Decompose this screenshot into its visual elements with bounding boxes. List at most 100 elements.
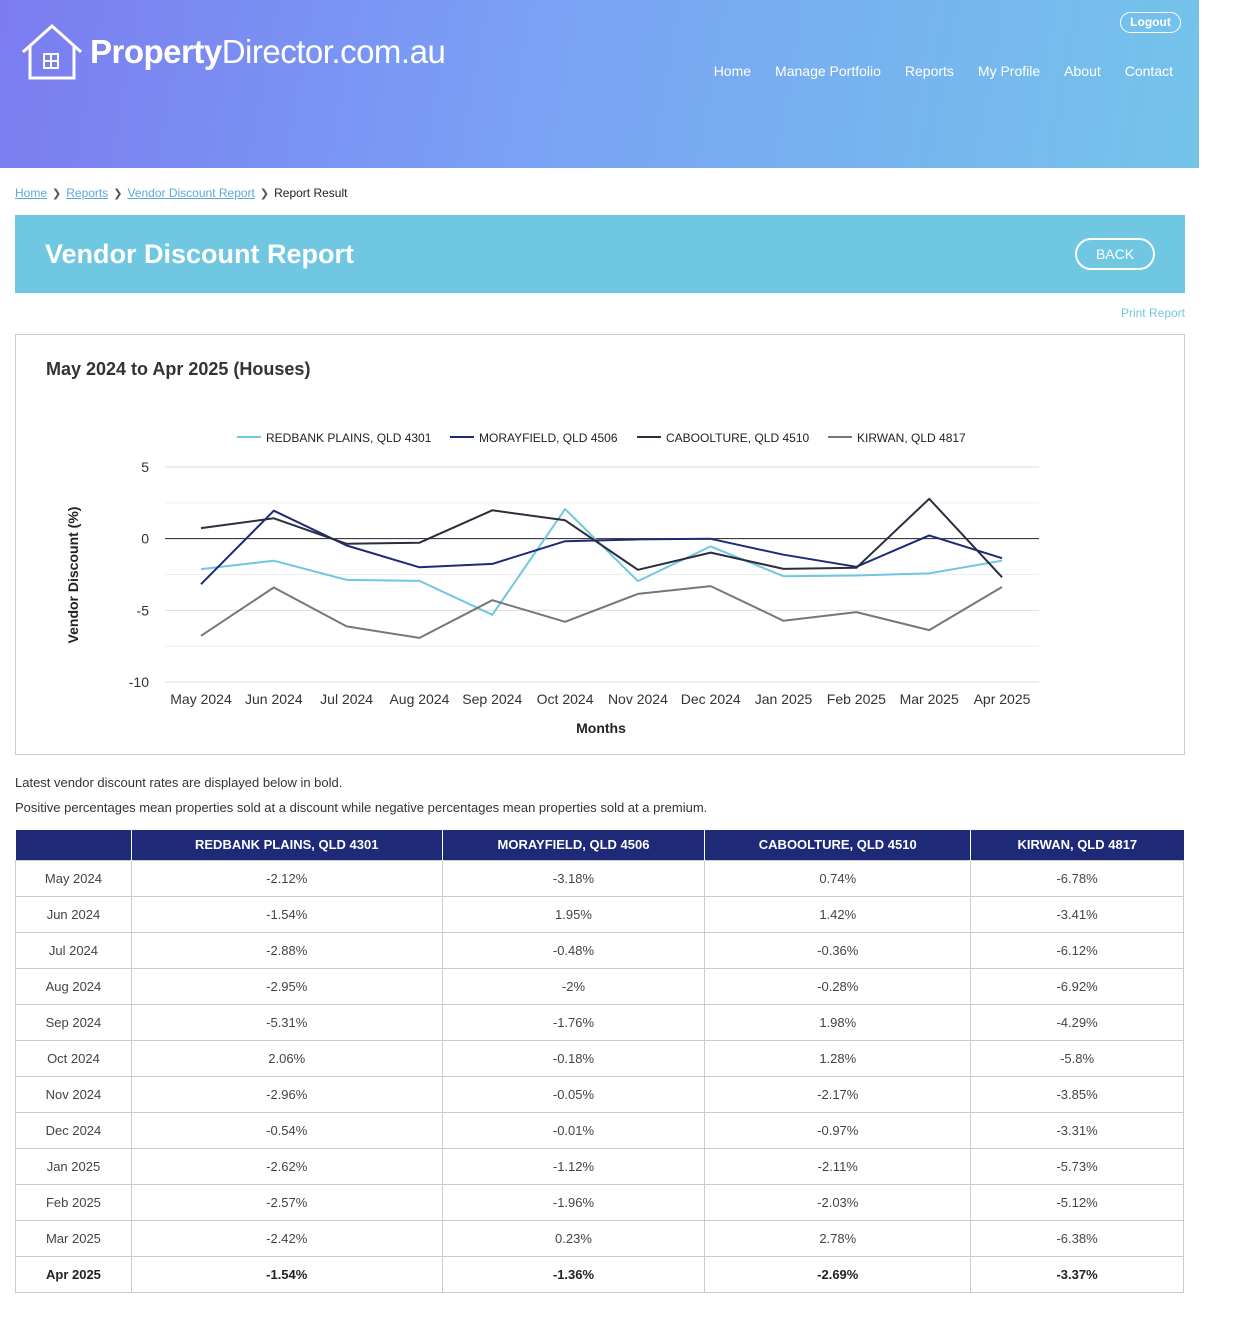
table-cell-value: -5.8% bbox=[970, 1039, 1184, 1077]
table-cell-value: 2.78% bbox=[704, 1219, 972, 1257]
breadcrumb-home[interactable]: Home bbox=[15, 186, 48, 200]
table-row: Jun 2024 -1.54% 1.95% 1.42% -3.41% bbox=[15, 895, 1184, 933]
table-cell-value: -2.88% bbox=[130, 931, 443, 969]
site-logo[interactable]: PropertyDirector.com.au bbox=[20, 22, 446, 82]
table-cell-value: -3.41% bbox=[970, 895, 1184, 933]
table-cell-value: -1.12% bbox=[441, 1147, 706, 1185]
main-nav: Home Manage Portfolio Reports My Profile… bbox=[714, 63, 1173, 79]
table-cell-value: -5.12% bbox=[970, 1183, 1184, 1221]
table-cell-value: -5.31% bbox=[130, 1003, 443, 1041]
series-line-3 bbox=[200, 585, 1003, 639]
breadcrumb: Home ❯ Reports ❯ Vendor Discount Report … bbox=[15, 186, 347, 200]
table-cell-value: -2.62% bbox=[130, 1147, 443, 1185]
legend-label: KIRWAN, QLD 4817 bbox=[857, 431, 966, 445]
table-cell-month: Jul 2024 bbox=[15, 931, 132, 969]
back-button[interactable]: BACK bbox=[1075, 238, 1155, 270]
x-tick-label: Apr 2025 bbox=[974, 691, 1031, 707]
note-positive-negative: Positive percentages mean properties sol… bbox=[15, 800, 708, 815]
x-tick-label: Aug 2024 bbox=[389, 691, 449, 707]
table-cell-value: 1.95% bbox=[441, 895, 706, 933]
table-cell-value: -2.42% bbox=[130, 1219, 443, 1257]
table-row: Jul 2024 -2.88% -0.48% -0.36% -6.12% bbox=[15, 931, 1184, 969]
page-title: Vendor Discount Report bbox=[45, 239, 355, 269]
site-header: PropertyDirector.com.au Logout Home Mana… bbox=[0, 0, 1199, 168]
table-row: Dec 2024 -0.54% -0.01% -0.97% -3.31% bbox=[15, 1111, 1184, 1149]
nav-home[interactable]: Home bbox=[713, 63, 752, 79]
vendor-discount-chart: 5 0 -5 -10 May 2024 Jun 2024 Jul 2024 Aug 2024 S… bbox=[65, 431, 1039, 736]
table-cell-value: -6.38% bbox=[970, 1219, 1184, 1257]
x-tick-label: Jan 2025 bbox=[755, 691, 813, 707]
x-tick-label: Mar 2025 bbox=[900, 691, 959, 707]
table-cell-value: -2.57% bbox=[130, 1183, 443, 1221]
table-cell-value: -0.48% bbox=[441, 931, 706, 969]
x-tick-label: Nov 2024 bbox=[608, 691, 668, 707]
table-cell-month: Jan 2025 bbox=[15, 1147, 132, 1185]
y-tick-label: -10 bbox=[129, 674, 149, 690]
breadcrumb-vendor-discount-report[interactable]: Vendor Discount Report bbox=[127, 186, 255, 200]
breadcrumb-reports[interactable]: Reports bbox=[66, 186, 109, 200]
discount-table: REDBANK PLAINS, QLD 4301 MORAYFIELD, QLD… bbox=[15, 830, 1184, 1293]
nav-about[interactable]: About bbox=[1064, 63, 1101, 79]
table-cell-value: -0.54% bbox=[130, 1111, 443, 1149]
x-tick-label: Sep 2024 bbox=[462, 691, 522, 707]
house-icon bbox=[21, 23, 83, 80]
chevron-right-icon: ❯ bbox=[113, 187, 123, 200]
table-cell-value: -2.95% bbox=[130, 967, 443, 1005]
table-header-redbank: REDBANK PLAINS, QLD 4301 bbox=[130, 830, 443, 860]
table-cell-value: -6.12% bbox=[970, 931, 1184, 969]
table-cell-month: Jun 2024 bbox=[15, 895, 132, 933]
nav-manage-portfolio[interactable]: Manage Portfolio bbox=[775, 63, 881, 79]
logout-button[interactable]: Logout bbox=[1120, 12, 1181, 33]
table-cell-value: -1.54% bbox=[130, 1255, 443, 1293]
table-cell-value: -3.18% bbox=[441, 859, 706, 897]
table-cell-value: -2.11% bbox=[704, 1147, 972, 1185]
nav-contact[interactable]: Contact bbox=[1124, 63, 1173, 79]
chevron-right-icon: ❯ bbox=[259, 187, 270, 200]
table-cell-value: -2% bbox=[441, 967, 706, 1005]
table-cell-value: -2.03% bbox=[704, 1183, 972, 1221]
table-cell-month: Aug 2024 bbox=[15, 967, 132, 1005]
table-cell-value: -3.85% bbox=[970, 1075, 1184, 1113]
table-row: Jan 2025 -2.62% -1.12% -2.11% -5.73% bbox=[15, 1147, 1184, 1185]
x-tick-label: Jun 2024 bbox=[245, 691, 303, 707]
nav-my-profile[interactable]: My Profile bbox=[977, 63, 1041, 79]
chevron-right-icon: ❯ bbox=[52, 187, 62, 200]
table-cell-value: -2.17% bbox=[704, 1075, 972, 1113]
table-cell-value: -2.12% bbox=[130, 859, 443, 897]
note-latest-bold: Latest vendor discount rates are display… bbox=[15, 775, 343, 790]
nav-reports[interactable]: Reports bbox=[904, 63, 954, 79]
table-cell-month: Sep 2024 bbox=[15, 1003, 132, 1041]
table-cell-value: -0.36% bbox=[704, 931, 972, 969]
report-banner: Vendor Discount Report BACK bbox=[15, 215, 1185, 293]
legend-label: REDBANK PLAINS, QLD 4301 bbox=[266, 431, 432, 445]
table-cell-value: -1.54% bbox=[130, 895, 443, 933]
x-tick-label: May 2024 bbox=[170, 691, 232, 707]
chart-panel: 5 0 -5 -10 May 2024 Jun 2024 Jul 2024 Aug 2024 S… bbox=[15, 334, 1185, 755]
table-row: Sep 2024 -5.31% -1.76% 1.98% -4.29% bbox=[15, 1003, 1184, 1041]
y-axis-label: Vendor Discount (%) bbox=[65, 507, 81, 644]
table-cell-value: -0.05% bbox=[441, 1075, 706, 1113]
table-row: Oct 2024 2.06% -0.18% 1.28% -5.8% bbox=[15, 1039, 1184, 1077]
table-row: Mar 2025 -2.42% 0.23% 2.78% -6.38% bbox=[15, 1219, 1184, 1257]
table-row: Aug 2024 -2.95% -2% -0.28% -6.92% bbox=[15, 967, 1184, 1005]
table-cell-month: Mar 2025 bbox=[15, 1219, 132, 1257]
table-cell-value: 0.74% bbox=[704, 859, 972, 897]
table-cell-value: -1.76% bbox=[441, 1003, 706, 1041]
table-cell-value: -0.28% bbox=[704, 967, 972, 1005]
table-cell-value: -1.96% bbox=[441, 1183, 706, 1221]
table-cell-value: -0.18% bbox=[441, 1039, 706, 1077]
legend-label: MORAYFIELD, QLD 4506 bbox=[479, 431, 618, 445]
table-cell-value: -4.29% bbox=[970, 1003, 1184, 1041]
print-report-link[interactable]: Print Report bbox=[1120, 306, 1185, 320]
table-row: Feb 2025 -2.57% -1.96% -2.03% -5.12% bbox=[15, 1183, 1184, 1221]
table-cell-month: Feb 2025 bbox=[15, 1183, 132, 1221]
series-line-0 bbox=[200, 508, 1003, 616]
table-cell-value: 1.28% bbox=[704, 1039, 972, 1077]
table-row: Apr 2025 -1.54% -1.36% -2.69% -3.37% bbox=[15, 1255, 1184, 1293]
legend-label: CABOOLTURE, QLD 4510 bbox=[666, 431, 809, 445]
table-cell-value: 2.06% bbox=[130, 1039, 443, 1077]
table-header-kirwan: KIRWAN, QLD 4817 bbox=[970, 830, 1184, 860]
chart-title: May 2024 to Apr 2025 (Houses) bbox=[46, 359, 311, 379]
table-cell-month: Oct 2024 bbox=[15, 1039, 132, 1077]
y-tick-label: 0 bbox=[141, 531, 149, 547]
